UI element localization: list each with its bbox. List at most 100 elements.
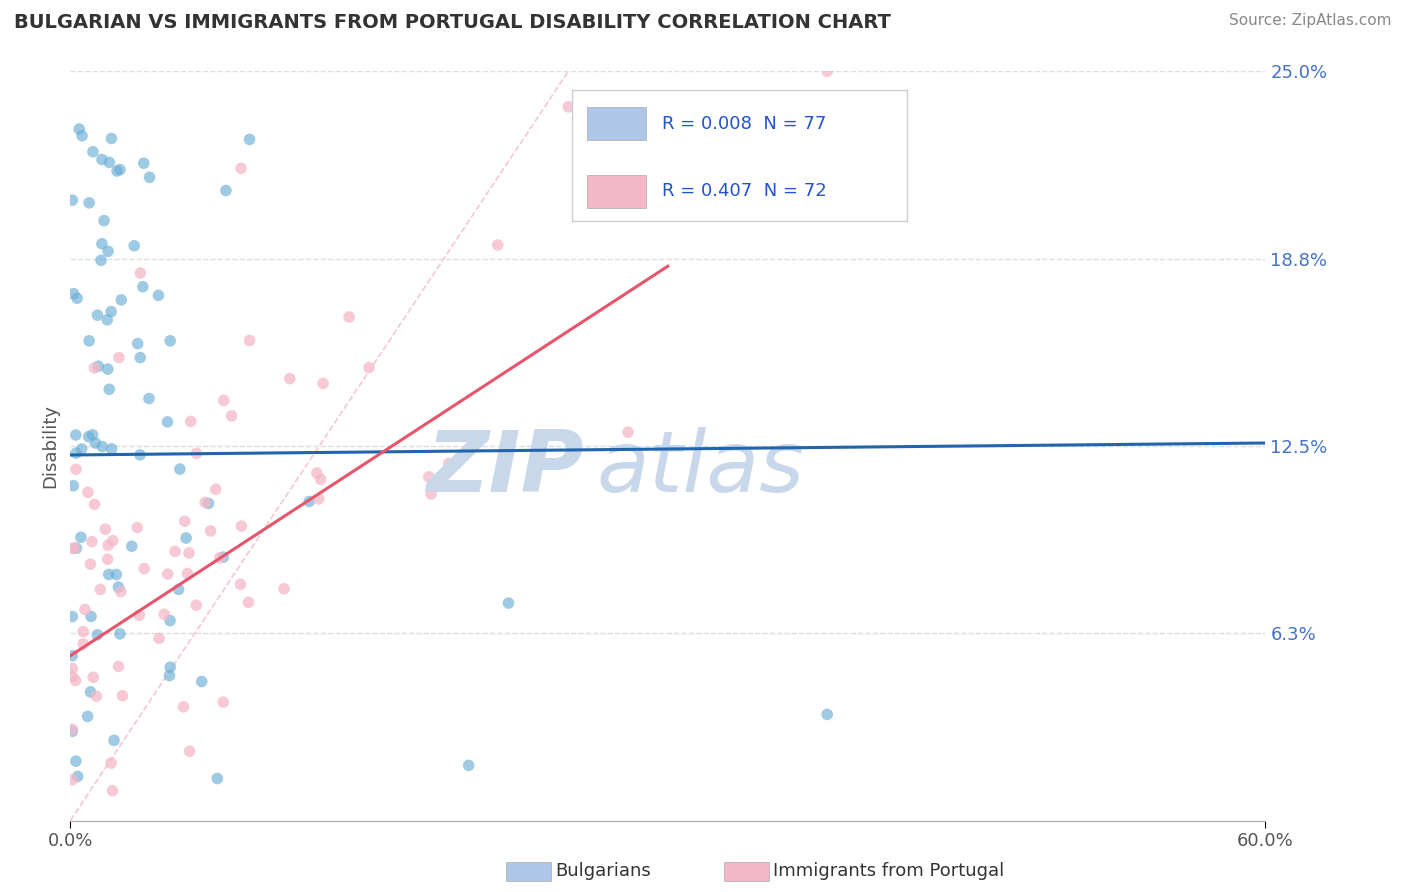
Point bbox=[108, 162, 131, 177]
Point bbox=[86, 689, 108, 703]
Point bbox=[110, 293, 132, 307]
Point bbox=[77, 485, 100, 500]
Point bbox=[79, 557, 101, 571]
Point bbox=[67, 122, 90, 136]
Point bbox=[65, 428, 87, 442]
Point bbox=[108, 627, 131, 641]
Point bbox=[309, 472, 332, 486]
Point bbox=[127, 336, 149, 351]
Point bbox=[73, 602, 96, 616]
Point bbox=[60, 648, 83, 663]
FancyBboxPatch shape bbox=[586, 175, 647, 208]
Point bbox=[121, 539, 143, 553]
Point bbox=[180, 414, 202, 428]
Point bbox=[337, 310, 360, 324]
Point bbox=[111, 689, 134, 703]
Point bbox=[105, 567, 128, 582]
Point bbox=[91, 153, 114, 167]
Point bbox=[65, 462, 87, 476]
Point bbox=[105, 164, 128, 178]
Point bbox=[418, 470, 440, 484]
Point bbox=[83, 497, 105, 511]
Point bbox=[221, 409, 243, 423]
Point bbox=[156, 415, 179, 429]
Point bbox=[97, 552, 120, 566]
FancyBboxPatch shape bbox=[586, 107, 647, 140]
Point bbox=[97, 244, 120, 259]
Point bbox=[82, 145, 104, 159]
Point bbox=[239, 334, 262, 348]
Point bbox=[65, 446, 87, 460]
Point bbox=[76, 709, 98, 723]
Point bbox=[62, 286, 84, 301]
Point bbox=[60, 541, 83, 556]
Point bbox=[212, 393, 235, 408]
Point bbox=[108, 351, 131, 365]
Point bbox=[200, 524, 222, 538]
Point bbox=[308, 491, 330, 506]
Text: atlas: atlas bbox=[596, 427, 804, 510]
Point bbox=[90, 253, 112, 268]
Point bbox=[60, 772, 83, 787]
Point bbox=[169, 462, 191, 476]
Point bbox=[148, 632, 170, 646]
Point bbox=[177, 546, 200, 560]
Point bbox=[159, 660, 181, 674]
Point bbox=[176, 566, 198, 581]
Point bbox=[129, 266, 152, 280]
Point bbox=[617, 425, 640, 439]
Point bbox=[103, 733, 125, 747]
Text: Source: ZipAtlas.com: Source: ZipAtlas.com bbox=[1229, 13, 1392, 29]
Point bbox=[159, 614, 181, 628]
Point bbox=[101, 783, 124, 797]
Y-axis label: Disability: Disability bbox=[41, 404, 59, 488]
Point bbox=[98, 382, 121, 396]
Point bbox=[229, 161, 252, 176]
Point bbox=[132, 279, 155, 293]
Point bbox=[457, 758, 479, 772]
Point bbox=[238, 595, 260, 609]
Point bbox=[96, 313, 118, 327]
Point bbox=[98, 155, 121, 169]
Point bbox=[86, 628, 108, 642]
Point bbox=[65, 541, 87, 556]
Point bbox=[129, 351, 152, 365]
Point bbox=[110, 584, 132, 599]
Point bbox=[128, 608, 150, 623]
Point bbox=[156, 567, 179, 582]
Point bbox=[312, 376, 335, 391]
Point bbox=[194, 495, 217, 509]
Point bbox=[298, 494, 321, 508]
Point bbox=[80, 534, 103, 549]
Point bbox=[132, 156, 155, 170]
Point bbox=[179, 744, 201, 758]
Point bbox=[359, 360, 381, 375]
Point bbox=[239, 132, 262, 146]
Point bbox=[498, 596, 520, 610]
Point bbox=[79, 685, 101, 699]
Point bbox=[91, 440, 114, 454]
Point bbox=[60, 724, 83, 739]
Point bbox=[60, 723, 83, 737]
Point bbox=[229, 577, 252, 591]
Text: R = 0.008  N = 77: R = 0.008 N = 77 bbox=[662, 115, 827, 133]
Point bbox=[815, 707, 838, 722]
Point bbox=[84, 436, 107, 450]
Point bbox=[153, 607, 176, 622]
Point bbox=[66, 291, 89, 305]
Point bbox=[100, 442, 122, 456]
Point bbox=[186, 446, 208, 460]
Point bbox=[437, 457, 460, 471]
Point bbox=[70, 128, 93, 143]
Point bbox=[174, 531, 197, 545]
Point bbox=[65, 754, 87, 768]
Point bbox=[86, 308, 108, 322]
Point bbox=[132, 561, 155, 575]
Point bbox=[167, 582, 190, 597]
Point bbox=[815, 64, 838, 78]
Point bbox=[305, 466, 328, 480]
Point bbox=[122, 239, 145, 253]
Point bbox=[273, 582, 295, 596]
Point bbox=[89, 582, 111, 597]
Point bbox=[60, 669, 83, 683]
